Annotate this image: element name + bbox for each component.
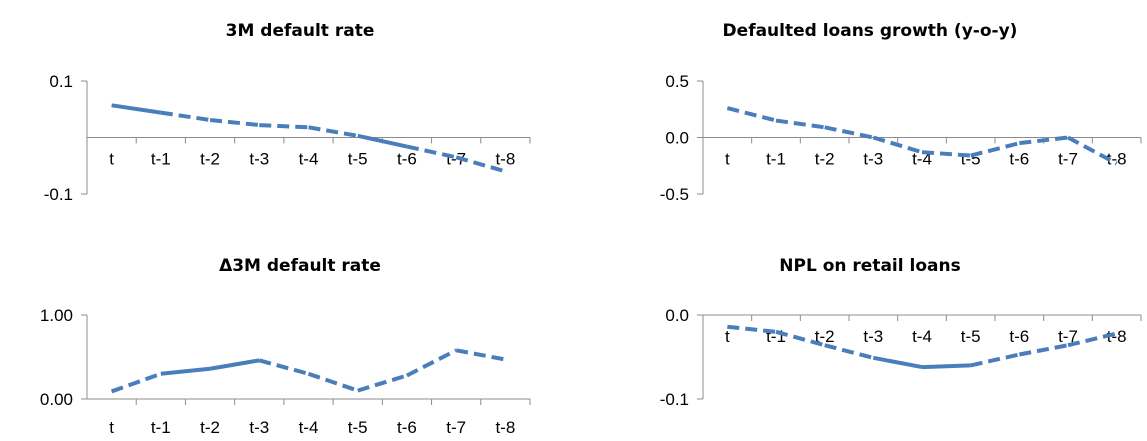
series-line-segment [824,125,874,140]
series-line-segment [258,358,310,376]
series-line-segment [775,329,826,348]
series-line-segment [455,348,506,362]
panel-delta-3m-default-rate: Δ3M default rate 1.00 0.00 t t-1 t-2 t-3 t-4 t-… [40,256,531,437]
chart-title: Δ3M default rate [219,256,381,276]
x-tick-label: t-7 [446,418,466,437]
series-line-segment [406,348,458,378]
series-line-segment [259,123,309,130]
x-tick-label: t-3 [249,418,269,437]
x-tick-label: t-1 [766,150,786,169]
series-line-segment [110,371,162,394]
series-line-segment [970,352,1020,368]
series-line-segment [726,106,777,123]
series-line-segment [1018,343,1069,357]
panel-3m-default-rate: 3M default rate 0.1 -0.1 t t-1 t-2 t-3 t-4 t-5 t… [44,21,531,204]
x-tick-label: t-3 [249,150,269,169]
series-line-segment [455,155,506,174]
series-line-segment [775,118,825,130]
series-line-segment [1067,331,1118,348]
x-tick-label: t-7 [1058,327,1078,346]
x-tick-label: t-5 [348,418,368,437]
plot-area: 1.00 0.00 t t-1 t-2 t-3 t-4 t-5 t-6 t-7 t-8 [40,306,531,437]
x-tick-label: t-1 [151,418,171,437]
x-tick-label: t-3 [863,150,883,169]
x-tick-label: t-3 [863,327,883,346]
x-tick-label: t-8 [1107,150,1127,169]
y-tick-label: 0.00 [40,390,73,409]
series-line-segment [1067,135,1118,166]
series-line-segment [872,355,923,370]
x-tick-label: t-6 [1009,327,1029,346]
x-tick-label: t [109,418,114,437]
series-line-segment [209,358,260,371]
y-tick-label: 0.5 [665,72,689,91]
series-line-segment [160,366,211,376]
plot-area: 0.0-0.1t t-1 t-2 t-3 t-4 t-5 t-6 t-7 t-8 [660,306,1142,409]
x-tick-label: t-8 [495,418,515,437]
series-line-segment [872,135,923,155]
series-line-segment [307,371,359,393]
x-tick-label: t-6 [1009,150,1029,169]
panel-defaulted-loans-growth: Defaulted loans growth (y-o-y) 0.5 0.0 -0.… [660,21,1142,204]
chart-title: NPL on retail loans [779,256,960,276]
y-tick-label: 1.00 [40,306,73,325]
x-tick-label: t-4 [299,150,319,169]
x-tick-label: t [725,150,730,169]
series-line-segment [921,363,971,370]
y-tick-label: -0.1 [660,390,689,409]
x-tick-label: t [725,327,730,346]
x-tick-label: t-4 [299,418,319,437]
x-tick-label: t-5 [348,150,368,169]
x-tick-label: t-4 [912,327,932,346]
series-line-segment [1019,135,1069,146]
y-tick-label: 0.1 [49,72,73,91]
series-line-segment [824,343,874,360]
x-tick-label: t-2 [815,327,835,346]
series-line-segment [406,144,457,160]
series-line-segment [727,324,777,334]
x-tick-label: t-5 [961,327,981,346]
series-line-segment [921,150,971,158]
panel-npl-on-retail-loans: NPL on retail loans 0.0-0.1t t-1 t-2 t-3 t-4… [660,256,1142,409]
chart-title: Defaulted loans growth (y-o-y) [723,21,1018,41]
x-tick-label: t-2 [815,150,835,169]
chart-title: 3M default rate [226,21,375,41]
series-line-segment [209,117,260,128]
x-tick-label: t-6 [397,418,417,437]
x-tick-label: t-2 [200,418,220,437]
plot-area: 0.50.0-0.5t t-1 t-2 t-3 t-4 t-5 t-6 t-7 t-8 [660,72,1142,204]
x-tick-label: t-8 [1107,327,1127,346]
y-tick-label: 0.0 [665,129,689,148]
series-line-segment [111,103,162,115]
y-tick-label: -0.1 [44,185,73,204]
x-tick-label: t-6 [397,150,417,169]
plot-area: 0.1-0.1t t-1 t-2 t-3 t-4 t-5 t-6 t-7 t-8 [44,72,531,204]
x-tick-label: t [109,150,114,169]
x-tick-label: t-1 [151,150,171,169]
y-tick-label: 0.0 [665,306,689,325]
series-line-segment [970,141,1020,158]
x-tick-label: t-8 [495,150,515,169]
series-line-segment [357,373,408,393]
series-line-segment [357,133,408,149]
x-tick-label: t-7 [1058,150,1078,169]
x-tick-label: t-2 [200,150,220,169]
y-tick-label: -0.5 [660,185,689,204]
series-line-segment [160,110,211,122]
series-line-segment [308,125,359,138]
